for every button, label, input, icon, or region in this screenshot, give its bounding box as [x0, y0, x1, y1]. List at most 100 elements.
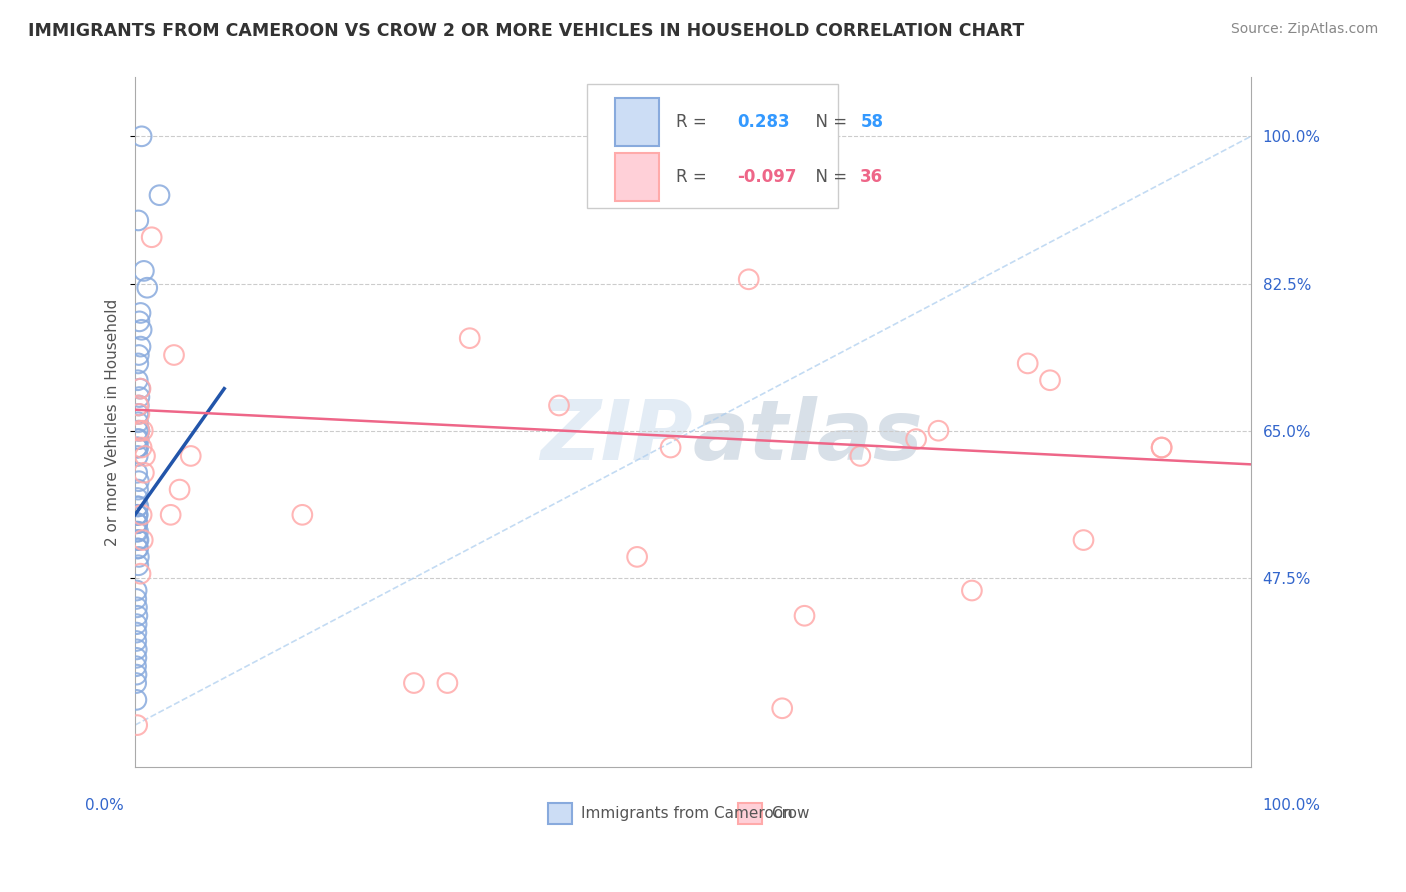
Point: [128, 432, 150, 446]
Point: [127, 541, 149, 556]
Point: [128, 399, 150, 413]
Point: [125, 667, 148, 681]
Point: [125, 441, 148, 455]
Point: [849, 449, 872, 463]
Text: Immigrants from Cameroon: Immigrants from Cameroon: [581, 805, 793, 821]
FancyBboxPatch shape: [614, 153, 659, 202]
Text: IMMIGRANTS FROM CAMEROON VS CROW 2 OR MORE VEHICLES IN HOUSEHOLD CORRELATION CHA: IMMIGRANTS FROM CAMEROON VS CROW 2 OR MO…: [28, 22, 1025, 40]
Point: [148, 188, 170, 202]
Point: [127, 558, 149, 573]
Point: [127, 424, 149, 438]
Point: [129, 340, 152, 354]
Point: [128, 533, 150, 547]
Text: 0.0%: 0.0%: [84, 797, 124, 813]
Point: [127, 508, 149, 522]
Point: [125, 583, 148, 598]
Text: atlas: atlas: [693, 395, 924, 476]
Point: [134, 449, 156, 463]
Point: [125, 634, 148, 648]
Text: ZIP: ZIP: [540, 395, 693, 476]
Point: [738, 272, 761, 286]
Point: [127, 466, 149, 480]
Point: [127, 373, 149, 387]
Point: [127, 500, 149, 514]
Point: [125, 650, 148, 665]
Point: [125, 600, 148, 615]
Point: [163, 348, 186, 362]
Point: [127, 441, 149, 455]
Point: [132, 424, 155, 438]
Point: [127, 508, 149, 522]
Point: [127, 449, 149, 463]
Point: [127, 508, 149, 522]
Point: [905, 432, 928, 446]
Point: [1150, 441, 1173, 455]
Point: [436, 676, 458, 690]
Point: [125, 625, 148, 640]
Text: R =: R =: [676, 113, 713, 131]
Point: [131, 508, 153, 522]
Y-axis label: 2 or more Vehicles in Household: 2 or more Vehicles in Household: [104, 299, 120, 546]
Point: [659, 441, 682, 455]
Point: [127, 524, 149, 539]
Point: [127, 415, 149, 429]
Point: [125, 516, 148, 531]
Point: [131, 441, 153, 455]
Text: 0.283: 0.283: [738, 113, 790, 131]
Point: [125, 676, 148, 690]
Point: [1073, 533, 1095, 547]
Point: [770, 701, 793, 715]
Point: [127, 608, 149, 623]
Point: [136, 281, 159, 295]
Point: [132, 264, 155, 278]
Point: [128, 424, 150, 438]
Text: R =: R =: [676, 169, 713, 186]
Point: [127, 533, 149, 547]
Point: [1017, 356, 1039, 370]
Point: [127, 441, 149, 455]
Point: [128, 390, 150, 404]
FancyBboxPatch shape: [614, 98, 659, 146]
Text: Crow: Crow: [770, 805, 810, 821]
Point: [1150, 441, 1173, 455]
FancyBboxPatch shape: [586, 85, 838, 209]
Point: [132, 533, 155, 547]
Point: [927, 424, 949, 438]
Point: [125, 642, 148, 657]
Point: [127, 356, 149, 370]
Point: [127, 213, 149, 227]
Point: [291, 508, 314, 522]
Point: [127, 718, 149, 732]
Point: [960, 583, 983, 598]
Point: [141, 230, 163, 244]
Point: [129, 566, 152, 581]
Point: [129, 382, 152, 396]
Text: 36: 36: [860, 169, 883, 186]
Point: [127, 407, 149, 421]
Point: [128, 407, 150, 421]
Point: [548, 399, 571, 413]
Point: [127, 541, 149, 556]
Text: N =: N =: [804, 169, 852, 186]
Point: [125, 659, 148, 673]
Point: [129, 382, 152, 396]
Point: [125, 591, 148, 606]
Point: [127, 399, 149, 413]
Point: [159, 508, 181, 522]
Point: [132, 466, 155, 480]
Point: [402, 676, 425, 690]
Text: N =: N =: [804, 113, 852, 131]
Point: [128, 424, 150, 438]
Point: [128, 348, 150, 362]
Point: [125, 524, 148, 539]
Point: [127, 491, 149, 505]
FancyBboxPatch shape: [548, 803, 572, 823]
Point: [131, 129, 153, 144]
FancyBboxPatch shape: [738, 803, 762, 823]
Point: [169, 483, 191, 497]
Point: [128, 314, 150, 328]
Point: [127, 483, 149, 497]
Point: [129, 306, 152, 320]
Text: 100.0%: 100.0%: [1263, 797, 1320, 813]
Point: [626, 549, 648, 564]
